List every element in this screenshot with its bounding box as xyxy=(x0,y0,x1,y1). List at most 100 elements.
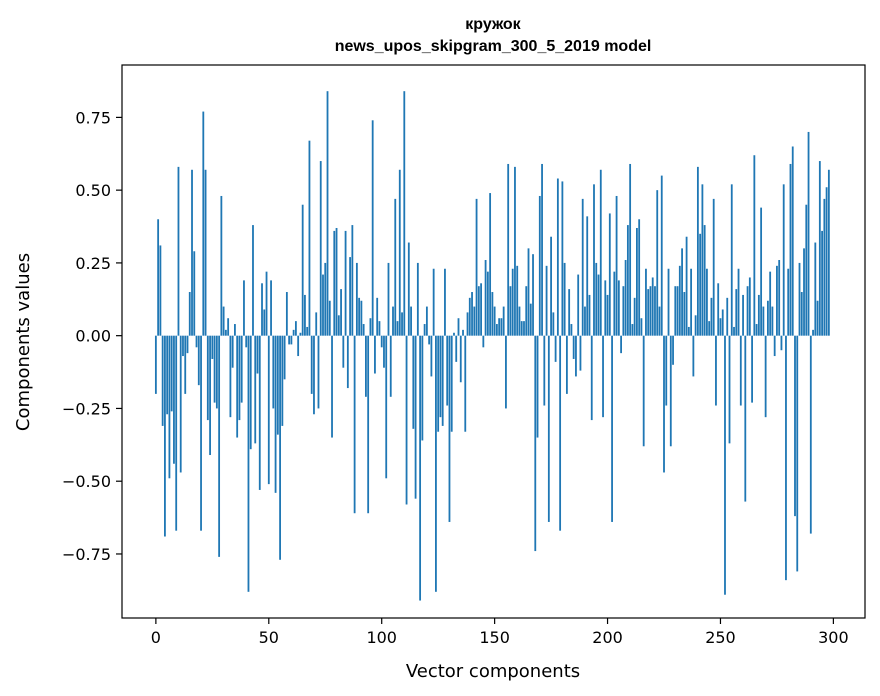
bar-274 xyxy=(773,335,776,357)
bar-34 xyxy=(231,335,234,368)
bar-121 xyxy=(428,335,431,345)
bar-252 xyxy=(724,335,726,595)
bar-64 xyxy=(299,332,302,336)
bar-85 xyxy=(346,335,349,389)
chart-title: кружок xyxy=(465,16,521,33)
bar-142 xyxy=(475,198,478,336)
bar-124 xyxy=(435,335,437,592)
bar-56 xyxy=(281,335,284,426)
bar-239 xyxy=(694,315,697,336)
x-tick-label-150: 150 xyxy=(479,628,510,647)
bar-55 xyxy=(279,335,281,560)
bar-145 xyxy=(482,335,485,348)
bar-202 xyxy=(611,335,613,522)
bar-247 xyxy=(712,198,715,336)
bar-132 xyxy=(453,332,455,336)
bar-92 xyxy=(362,324,365,336)
bar-37 xyxy=(238,335,241,421)
bar-262 xyxy=(746,286,749,336)
bar-77 xyxy=(328,300,331,336)
bar-207 xyxy=(622,286,625,336)
bar-58 xyxy=(285,292,288,336)
y-tick-label-5: 0.50 xyxy=(75,181,111,200)
plot-frame xyxy=(121,64,866,619)
bar-288 xyxy=(805,204,808,336)
bar-59 xyxy=(288,335,291,345)
bar-101 xyxy=(383,335,385,368)
bar-62 xyxy=(294,321,297,336)
bar-49 xyxy=(265,271,268,336)
bar-294 xyxy=(818,161,821,336)
y-axis-label: Components values xyxy=(13,253,34,431)
bar-50 xyxy=(267,335,270,485)
bar-141 xyxy=(473,306,476,336)
bar-148 xyxy=(489,193,492,336)
bar-151 xyxy=(495,324,498,336)
bar-184 xyxy=(570,324,573,336)
bar-81 xyxy=(337,315,340,336)
bar-232 xyxy=(678,265,681,336)
bar-87 xyxy=(351,225,354,336)
bar-126 xyxy=(439,335,442,418)
x-ticks-group: 0 50 100 150 200 250 300 xyxy=(151,618,849,647)
bar-180 xyxy=(561,181,564,336)
bar-71 xyxy=(315,312,318,336)
bar-137 xyxy=(464,335,467,432)
bar-220 xyxy=(651,277,654,336)
bar-253 xyxy=(726,297,729,336)
bar-5 xyxy=(166,335,169,415)
bar-162 xyxy=(520,321,523,336)
bar-205 xyxy=(617,280,620,336)
bar-114 xyxy=(412,335,415,429)
bar-144 xyxy=(480,283,482,336)
bar-237 xyxy=(690,268,693,336)
bar-88 xyxy=(353,335,356,514)
bar-227 xyxy=(667,268,670,336)
bar-83 xyxy=(342,335,345,368)
bar-23 xyxy=(206,335,209,421)
bar-215 xyxy=(640,318,643,336)
bar-178 xyxy=(556,178,559,336)
bar-255 xyxy=(730,184,733,336)
bar-130 xyxy=(448,335,451,522)
bar-153 xyxy=(500,318,503,336)
bar-100 xyxy=(380,335,383,348)
bar-233 xyxy=(681,248,683,336)
bar-134 xyxy=(457,318,460,336)
bar-244 xyxy=(706,268,708,336)
y-tick-label-1: −0.50 xyxy=(62,472,111,491)
bar-291 xyxy=(812,329,814,336)
bar-251 xyxy=(721,309,724,336)
bar-293 xyxy=(816,300,819,336)
bar-119 xyxy=(423,324,426,336)
bar-276 xyxy=(778,260,781,336)
bar-8 xyxy=(173,335,175,464)
bar-66 xyxy=(304,294,306,336)
bar-139 xyxy=(468,297,471,336)
y-tick-label-6: 0.75 xyxy=(75,108,111,127)
bar-17 xyxy=(193,251,196,336)
bar-155 xyxy=(505,335,507,409)
bar-254 xyxy=(728,335,731,444)
bar-4 xyxy=(164,335,166,537)
bar-31 xyxy=(224,329,227,336)
bar-159 xyxy=(514,166,516,336)
bar-67 xyxy=(306,326,309,336)
bar-94 xyxy=(367,335,370,514)
bar-127 xyxy=(441,335,444,426)
x-tick-label-50: 50 xyxy=(259,628,279,647)
bar-238 xyxy=(692,335,695,377)
bar-93 xyxy=(365,335,367,397)
bar-273 xyxy=(771,306,774,336)
bar-174 xyxy=(547,335,550,522)
bar-208 xyxy=(624,260,627,336)
bar-86 xyxy=(349,257,351,336)
bar-46 xyxy=(258,335,261,490)
bar-280 xyxy=(787,268,790,336)
bar-76 xyxy=(326,91,329,336)
bar-212 xyxy=(633,297,636,336)
bar-123 xyxy=(432,268,435,336)
bar-69 xyxy=(310,335,313,394)
bar-106 xyxy=(394,198,397,336)
bar-104 xyxy=(389,335,392,397)
